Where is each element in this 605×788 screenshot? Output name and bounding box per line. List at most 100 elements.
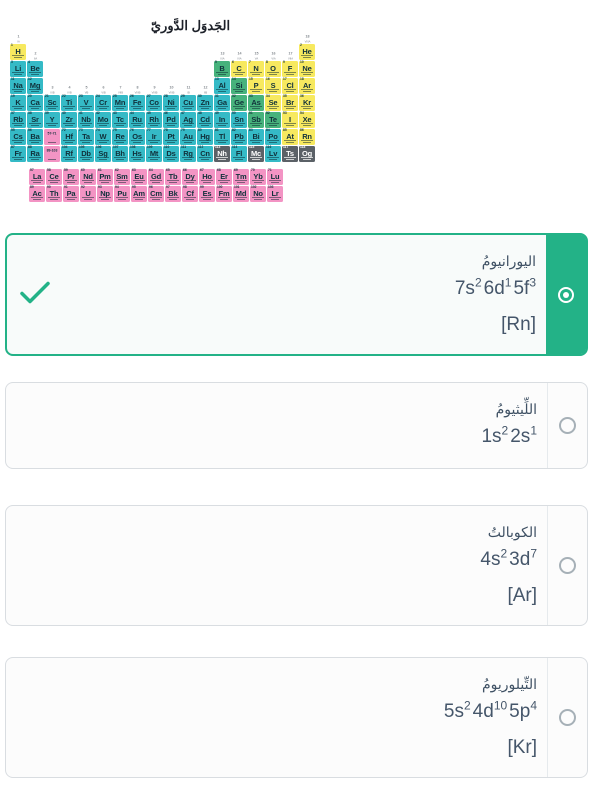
answer-texts: اللِّيثيومُ 1s2 2s1 bbox=[66, 399, 537, 452]
group-label-4: 4 IVB bbox=[67, 86, 72, 95]
element-cell-Pb: 82 Pb bbox=[231, 129, 247, 145]
answer-option-1[interactable]: اليورانيومُ 7s2 6d1 5f3 [Rn] bbox=[5, 233, 588, 356]
electron-configuration: 7s2 6d1 5f3 bbox=[454, 275, 536, 299]
element-cell-Y: 39 Y bbox=[44, 112, 60, 128]
radio-strip[interactable] bbox=[547, 383, 587, 468]
element-cell-Cm: 96 Cm bbox=[148, 186, 164, 202]
element-cell-Kr: 36 Kr bbox=[299, 95, 315, 111]
element-cell-Se: 34 Se bbox=[265, 95, 281, 111]
group-label-6: 6 VIB bbox=[101, 86, 106, 95]
element-cell-Bh: 107 Bh bbox=[112, 146, 128, 162]
group-label-16: 16 VIA bbox=[271, 52, 276, 61]
element-cell-As: 33 As bbox=[248, 95, 264, 111]
element-cell-Fr: 87 Fr bbox=[10, 146, 26, 162]
element-cell-Ti: 22 Ti bbox=[61, 95, 77, 111]
element-cell-Fe: 26 Fe bbox=[129, 95, 145, 111]
element-cell-Hf: 72 Hf bbox=[61, 129, 77, 145]
element-cell-Be: 4 Be bbox=[27, 61, 43, 77]
electron-configuration: 1s2 2s1 bbox=[481, 423, 537, 447]
radio-button[interactable] bbox=[559, 417, 576, 434]
group-label-2: 2 IIA bbox=[33, 52, 38, 61]
element-cell-Te: 52 Te bbox=[265, 112, 281, 128]
answer-option-3[interactable]: الكوبالتُ 4s2 3d7 [Ar] bbox=[5, 505, 588, 626]
element-cell-Ru: 44 Ru bbox=[129, 112, 145, 128]
element-cell-Hs: 108 Hs bbox=[129, 146, 145, 162]
element-cell-Dy: 66 Dy bbox=[182, 169, 198, 185]
group-label-11: 11 IB bbox=[186, 86, 191, 95]
element-cell-K: 19 K bbox=[10, 95, 26, 111]
periodic-table-grid: 1 H 2 He 3 Li 4 Be 5 B 6 C 7 N 8 O 9 F 10 Ne 11 Na 12 Mg 13 Al 14 S… bbox=[10, 35, 316, 205]
answer-option-4[interactable]: التِّيلوريومُ 5s2 4d10 5p4 [Kr] bbox=[5, 657, 588, 778]
element-cell-Cr: 24 Cr bbox=[95, 95, 111, 111]
element-cell-La: 57 La bbox=[29, 169, 45, 185]
element-cell-Es: 99 Es bbox=[199, 186, 215, 202]
element-cell-Er: 68 Er bbox=[216, 169, 232, 185]
element-cell-Fl: 114 Fl bbox=[231, 146, 247, 162]
element-cell-Ge: 32 Ge bbox=[231, 95, 247, 111]
element-cell-Sm: 62 Sm bbox=[114, 169, 130, 185]
element-cell-Lv: 116 Lv bbox=[265, 146, 281, 162]
element-cell-Co: 27 Co bbox=[146, 95, 162, 111]
element-cell-Na: 11 Na bbox=[10, 78, 26, 94]
element-cell-Md: 101 Md bbox=[233, 186, 249, 202]
element-cell-Nb: 41 Nb bbox=[78, 112, 94, 128]
element-name: اللِّيثيومُ bbox=[495, 401, 537, 417]
element-cell-Cu: 29 Cu bbox=[180, 95, 196, 111]
element-cell-U: 92 U bbox=[80, 186, 96, 202]
element-cell-Th: 90 Th bbox=[46, 186, 62, 202]
element-cell-Tc: 43 Tc bbox=[112, 112, 128, 128]
element-cell-I: 53 I bbox=[282, 112, 298, 128]
element-cell-S: 16 S bbox=[265, 78, 281, 94]
radio-strip[interactable] bbox=[547, 506, 587, 625]
element-cell-Au: 79 Au bbox=[180, 129, 196, 145]
radio-button[interactable] bbox=[559, 557, 576, 574]
element-cell-He: 2 He bbox=[299, 44, 315, 60]
radio-button[interactable] bbox=[559, 709, 576, 726]
element-cell-Ir: 77 Ir bbox=[146, 129, 162, 145]
radio-strip[interactable] bbox=[547, 658, 587, 777]
element-cell-Nd: 60 Nd bbox=[80, 169, 96, 185]
element-cell-Tl: 81 Tl bbox=[214, 129, 230, 145]
answer-option-2[interactable]: اللِّيثيومُ 1s2 2s1 bbox=[5, 382, 588, 469]
periodic-table-figure: الجَدوَل الدَّوريّ 1 H 2 He 3 Li 4 Be 5 B 6 C 7 N 8 O 9 F… bbox=[0, 18, 605, 205]
element-cell-At: 85 At bbox=[282, 129, 298, 145]
radio-strip[interactable] bbox=[546, 235, 586, 354]
element-cell-Zr: 40 Zr bbox=[61, 112, 77, 128]
group-label-3: 3 IIIB bbox=[50, 86, 55, 95]
element-cell-Rf: 104 Rf bbox=[61, 146, 77, 162]
element-cell-Db: 105 Db bbox=[78, 146, 94, 162]
element-cell-Ra: 88 Ra bbox=[27, 146, 43, 162]
group-label-14: 14 IVA bbox=[237, 52, 242, 61]
figure-title: الجَدوَل الدَّوريّ bbox=[150, 18, 231, 33]
element-cell-Ga: 31 Ga bbox=[214, 95, 230, 111]
element-cell-Nh: 113 Nh bbox=[214, 146, 230, 162]
element-cell-Cl: 17 Cl bbox=[282, 78, 298, 94]
element-cell-Yb: 70 Yb bbox=[250, 169, 266, 185]
element-cell-In: 49 In bbox=[214, 112, 230, 128]
noble-gas-core: [Kr] bbox=[507, 737, 537, 758]
electron-configuration: 5s2 4d10 5p4 bbox=[443, 698, 537, 722]
group-label-15: 15 VA bbox=[254, 52, 259, 61]
group-label-8: 8 VIIIB bbox=[134, 86, 141, 95]
element-cell-Ba: 56 Ba bbox=[27, 129, 43, 145]
element-cell-Po: 84 Po bbox=[265, 129, 281, 145]
noble-gas-core: [Ar] bbox=[507, 585, 537, 606]
element-cell-Xe: 54 Xe bbox=[299, 112, 315, 128]
options-list: اليورانيومُ 7s2 6d1 5f3 [Rn] اللِّيثيومُ 1… bbox=[5, 233, 588, 778]
noble-gas-core: [Rn] bbox=[501, 314, 536, 335]
element-cell-Ho: 67 Ho bbox=[199, 169, 215, 185]
element-cell-Sc: 21 Sc bbox=[44, 95, 60, 111]
element-cell-Ds: 110 Ds bbox=[163, 146, 179, 162]
answer-option-body: اللِّيثيومُ 1s2 2s1 bbox=[6, 383, 547, 468]
answer-option-body: التِّيلوريومُ 5s2 4d10 5p4 [Kr] bbox=[6, 658, 547, 777]
radio-button[interactable] bbox=[558, 286, 574, 303]
element-cell-Cn: 112 Cn bbox=[197, 146, 213, 162]
element-cell-Ce: 58 Ce bbox=[46, 169, 62, 185]
element-cell-Ta: 73 Ta bbox=[78, 129, 94, 145]
element-cell-Ts: 117 Ts bbox=[282, 146, 298, 162]
